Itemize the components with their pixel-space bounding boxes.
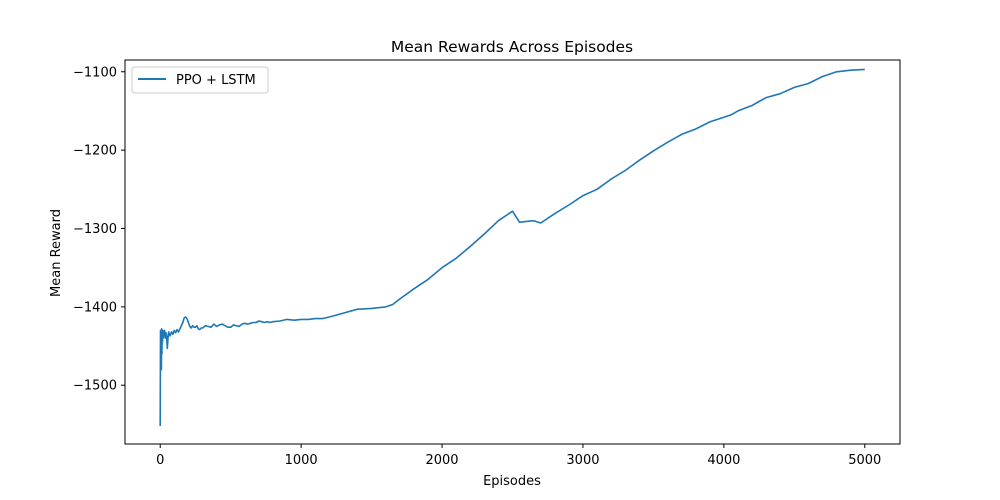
y-axis-label: Mean Reward <box>49 209 64 297</box>
series-line-ppo-lstm <box>159 68 865 427</box>
x-tick-label: 1000 <box>285 453 318 468</box>
chart-title: Mean Rewards Across Episodes <box>391 38 633 56</box>
x-tick-label: 3000 <box>566 453 599 468</box>
y-tick-label: −1400 <box>73 300 117 315</box>
legend-box <box>131 66 269 94</box>
x-axis-label: Episodes <box>483 474 541 489</box>
x-tick-label: 4000 <box>707 453 740 468</box>
x-tick-label: 0 <box>156 453 164 468</box>
y-tick-label: −1300 <box>73 222 117 237</box>
y-tick-label: −1200 <box>73 144 117 159</box>
x-tick-label: 5000 <box>848 453 881 468</box>
x-tick-label: 2000 <box>425 453 458 468</box>
x-axis-ticks: 0 1000 2000 3000 4000 5000 <box>156 444 881 468</box>
plot-area: 0 1000 2000 3000 4000 5000 −1500 −1400 −1300 −12… <box>73 59 901 468</box>
y-tick-label: −1500 <box>73 379 117 394</box>
y-axis-ticks: −1500 −1400 −1300 −1200 −1100 <box>73 65 125 394</box>
legend-label-ppo-lstm: PPO + LSTM <box>176 73 256 88</box>
legend: PPO + LSTM <box>131 66 269 94</box>
series-layer <box>159 68 865 427</box>
plot-frame <box>124 59 901 445</box>
y-tick-label: −1100 <box>73 65 117 80</box>
